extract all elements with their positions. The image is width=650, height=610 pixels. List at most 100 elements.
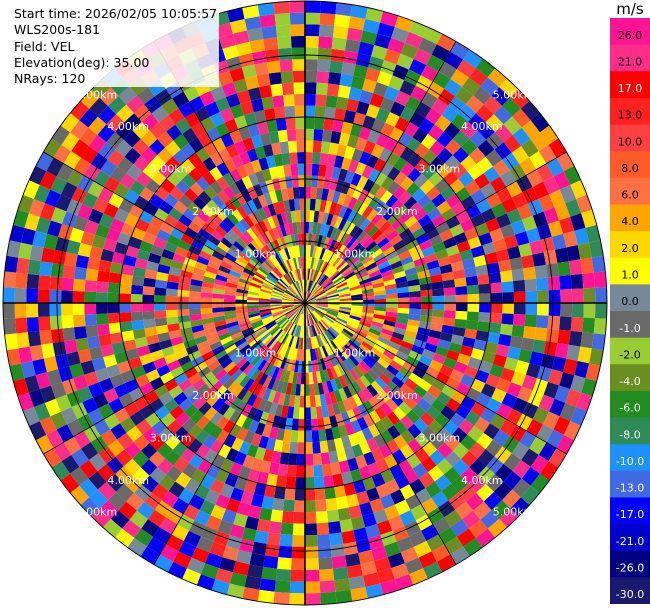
velocity-gate [350, 337, 362, 347]
velocity-gate [259, 460, 272, 474]
velocity-gate [305, 442, 313, 454]
velocity-gate [139, 210, 155, 224]
velocity-gate [243, 215, 255, 228]
velocity-gate [374, 298, 387, 303]
velocity-gate [469, 130, 487, 148]
velocity-gate [297, 360, 302, 373]
velocity-gate [297, 268, 302, 281]
velocity-gate [415, 263, 429, 273]
velocity-gate [305, 511, 317, 524]
velocity-gate [317, 175, 325, 189]
velocity-gate [305, 198, 311, 211]
velocity-gate [414, 158, 430, 174]
velocity-gate [336, 317, 348, 325]
velocity-gate [98, 186, 114, 203]
velocity-gate [241, 271, 254, 280]
velocity-gate [126, 492, 145, 511]
velocity-gate [273, 341, 282, 354]
velocity-gate [309, 325, 315, 338]
velocity-gate [393, 156, 408, 172]
velocity-gate [326, 153, 337, 167]
velocity-gate [275, 282, 287, 291]
velocity-gate [408, 284, 421, 293]
velocity-gate [58, 224, 74, 240]
velocity-gate [252, 209, 263, 223]
velocity-gate [224, 393, 237, 407]
velocity-gate [509, 335, 523, 349]
velocity-gate [285, 117, 296, 130]
velocity-gate [244, 265, 257, 274]
velocity-gate [332, 119, 344, 133]
velocity-gate [536, 424, 554, 443]
velocity-gate [96, 313, 109, 325]
velocity-gate [385, 311, 398, 318]
velocity-gate [322, 279, 333, 289]
velocity-gate [355, 329, 368, 338]
velocity-gate [97, 105, 117, 125]
velocity-gate [398, 366, 413, 379]
colorbar-tick-label: -30.0 [616, 588, 644, 601]
velocity-gate [84, 219, 99, 235]
velocity-gate [477, 466, 495, 484]
velocity-gate [136, 249, 151, 261]
velocity-gate [119, 293, 132, 303]
velocity-gate [460, 121, 478, 139]
velocity-gate [242, 329, 255, 338]
velocity-gate [314, 289, 325, 297]
velocity-gate [282, 306, 294, 311]
velocity-gate [445, 244, 460, 257]
velocity-gate [315, 371, 322, 384]
velocity-gate [302, 279, 305, 292]
velocity-gate [337, 286, 350, 293]
station-label: WLS200s-181 [14, 22, 100, 38]
velocity-gate [309, 383, 315, 396]
velocity-gate [202, 420, 217, 435]
velocity-gate [318, 274, 327, 285]
velocity-gate [294, 488, 305, 501]
velocity-gate [305, 152, 313, 164]
velocity-gate [229, 572, 248, 588]
velocity-gate [241, 248, 254, 260]
velocity-gate [237, 281, 250, 288]
velocity-gate [464, 227, 479, 241]
velocity-gate [329, 60, 344, 74]
velocity-gate [276, 213, 284, 226]
velocity-gate [455, 310, 468, 320]
velocity-gate [149, 215, 165, 230]
velocity-gate [294, 313, 301, 325]
velocity-gate [467, 164, 484, 181]
velocity-gate [79, 108, 98, 128]
velocity-gate [177, 315, 191, 323]
velocity-gate [266, 473, 278, 487]
velocity-gate [238, 320, 251, 328]
velocity-gate [493, 481, 513, 501]
velocity-gate [536, 290, 549, 303]
velocity-gate [296, 313, 302, 326]
velocity-gate [250, 493, 264, 508]
velocity-gate [375, 339, 388, 350]
velocity-gate [35, 152, 54, 172]
velocity-gate [71, 448, 89, 467]
velocity-gate [248, 172, 260, 187]
velocity-gate [142, 303, 155, 312]
velocity-gate [258, 346, 269, 358]
velocity-gate [436, 33, 456, 52]
velocity-gate [92, 197, 109, 214]
velocity-gate [359, 89, 374, 105]
velocity-gate [312, 371, 318, 384]
velocity-gate [262, 143, 274, 158]
velocity-gate [139, 382, 155, 396]
velocity-gate [324, 106, 336, 120]
velocity-gate [242, 454, 255, 469]
velocity-gate [305, 303, 313, 313]
velocity-gate [259, 308, 271, 313]
velocity-gate [517, 386, 533, 403]
velocity-gate [374, 419, 388, 434]
velocity-gate [314, 309, 325, 317]
velocity-gate [144, 492, 162, 510]
velocity-gate [160, 371, 175, 385]
velocity-gate [475, 264, 489, 276]
velocity-gate [451, 390, 466, 405]
velocity-gate [394, 275, 408, 284]
velocity-gate [351, 296, 363, 301]
